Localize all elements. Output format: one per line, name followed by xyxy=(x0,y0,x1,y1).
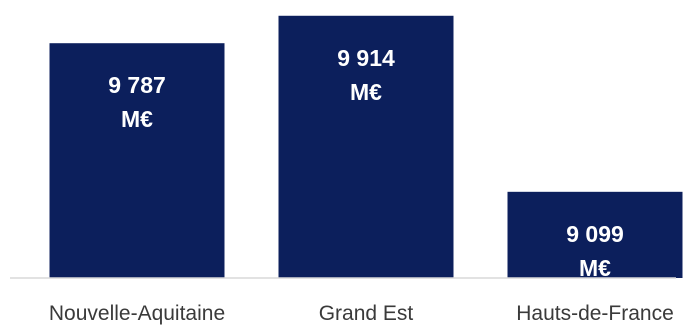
bar-hauts-de-france xyxy=(507,191,683,278)
bar-grand-est xyxy=(278,15,454,278)
bar-nouvelle-aquitaine xyxy=(49,43,225,278)
data-label-hauts-de-france-line-1: 9 099 xyxy=(566,221,624,247)
data-label-nouvelle-aquitaine-line-2: M€ xyxy=(121,106,153,132)
data-label-hauts-de-france-line-2: M€ xyxy=(579,255,611,281)
category-label-hauts-de-france: Hauts-de-France xyxy=(516,302,674,325)
data-label-grand-est-line-1: 9 914 xyxy=(337,45,395,71)
data-label-grand-est-line-2: M€ xyxy=(350,79,382,105)
data-label-nouvelle-aquitaine-line-1: 9 787 xyxy=(108,72,166,98)
category-label-nouvelle-aquitaine: Nouvelle-Aquitaine xyxy=(49,302,225,325)
labels-group: 9 787 M€ Nouvelle-Aquitaine 9 914 M€ Grand Es… xyxy=(49,45,674,325)
category-label-grand-est: Grand Est xyxy=(319,302,414,325)
bars-group xyxy=(49,15,683,278)
